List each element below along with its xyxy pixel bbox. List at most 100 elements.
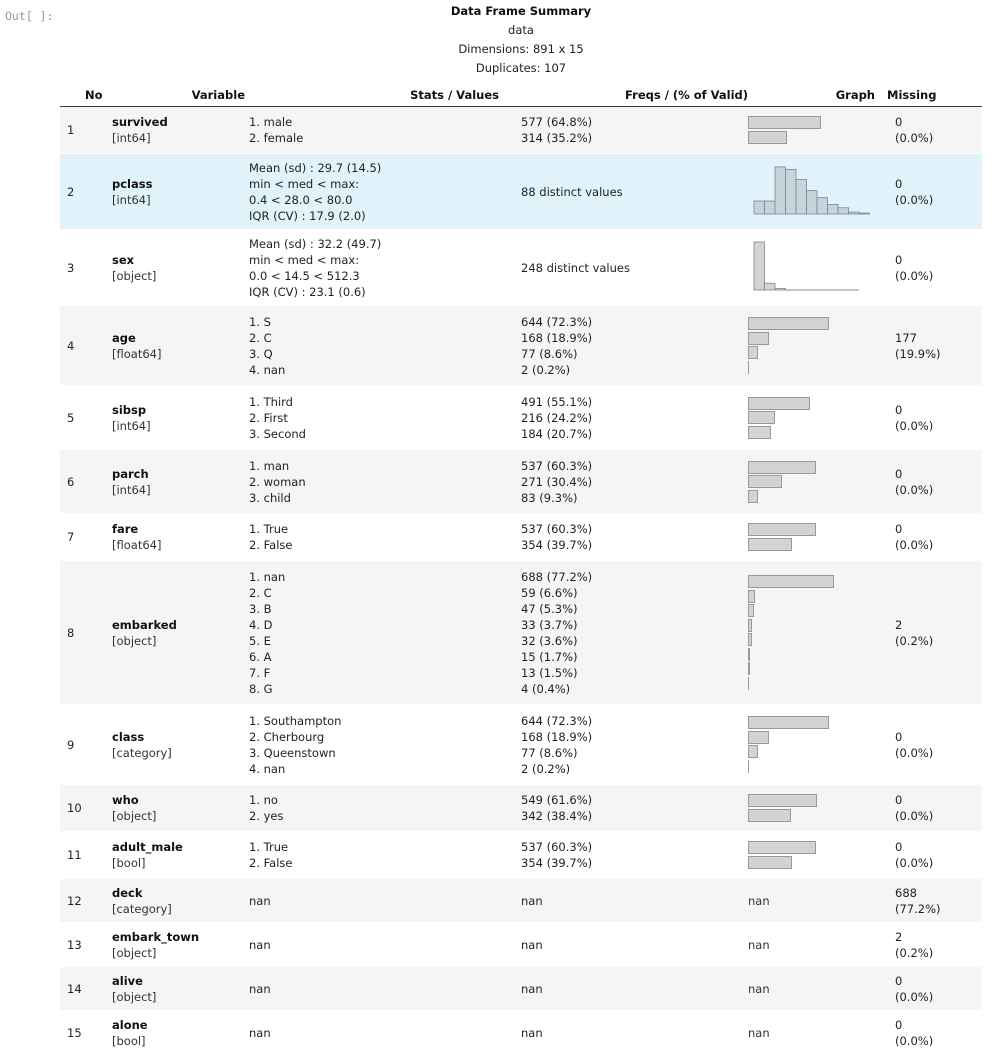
freq-line: 491 (55.1%) — [521, 394, 593, 409]
stats-line: 1. no — [249, 793, 278, 807]
variable-name: who — [112, 793, 139, 807]
variable-name: parch — [112, 466, 149, 481]
freq-line: nan — [521, 1025, 543, 1040]
freq-bar — [748, 759, 749, 773]
histogram-chart — [753, 166, 870, 214]
missing-line: 177 — [895, 330, 917, 345]
variable-name: sex — [112, 252, 135, 267]
dimensions-label: Dimensions: 891 x 15 — [458, 42, 584, 56]
variable-dtype: [int64] — [112, 192, 151, 207]
freq-bar — [748, 523, 816, 537]
missing-cell: 0 (0.0%) — [884, 704, 982, 785]
stats-line: 1. man — [249, 458, 290, 473]
variable-name: sibsp — [112, 402, 147, 417]
stats-line: 3. Second — [249, 426, 306, 441]
freqs-cell: nan — [521, 922, 748, 967]
missing-line: (19.9%) — [895, 346, 941, 361]
missing-line: (0.0%) — [895, 856, 934, 870]
row-number: 1 — [60, 106, 112, 154]
graph-cell — [748, 153, 884, 230]
missing-cell: 0 (0.0%) — [884, 229, 982, 306]
stats-cell: nan — [249, 966, 521, 1011]
stats-line: 2. C — [249, 330, 272, 345]
freq-bar — [748, 662, 750, 676]
stats-line: IQR (CV) : 23.1 (0.6) — [249, 284, 366, 299]
col-header-missing: Missing — [884, 84, 982, 107]
variable-name: pclass — [112, 176, 153, 191]
missing-line: (77.2%) — [895, 901, 941, 916]
header-row: No Variable Stats / Values Freqs / (% of… — [60, 84, 982, 107]
stats-line: 3. Queenstown — [249, 745, 336, 760]
freq-line: 77 (8.6%) — [521, 346, 578, 361]
stats-line: 2. False — [249, 538, 293, 552]
dataframe-name: data — [508, 23, 534, 37]
freq-line: 32 (3.6%) — [521, 633, 578, 648]
freq-bar — [748, 647, 750, 661]
variable-dtype: [int64] — [112, 418, 151, 433]
summary-title: Data Frame Summary — [450, 4, 592, 18]
missing-cell: 0 (0.0%) — [884, 784, 982, 832]
missing-line: (0.2%) — [895, 945, 934, 960]
col-header-graph: Graph — [748, 84, 884, 107]
stats-cell: 1. Third 2. First 3. Second — [249, 385, 521, 450]
freq-line: 2 (0.2%) — [521, 761, 571, 776]
missing-line: 2 — [895, 617, 903, 632]
variable-name: embarked — [112, 617, 177, 632]
graph-cell: nan — [748, 922, 884, 967]
row-number: 15 — [60, 1010, 112, 1055]
freqs-cell: 549 (61.6%) 342 (38.4%) — [521, 784, 748, 832]
missing-line: 0 — [895, 522, 903, 536]
summary-body: 1 survived [int64] 1. male 2. female 577 (64.… — [60, 106, 982, 1055]
table-row: 1 survived [int64] 1. male 2. female 577 (64.… — [60, 106, 982, 154]
missing-line: (0.0%) — [895, 192, 934, 207]
missing-line: (0.0%) — [895, 989, 934, 1004]
freq-bar — [748, 346, 758, 360]
freq-line: 271 (30.4%) — [521, 474, 593, 489]
freq-bar — [748, 604, 754, 618]
row-number: 14 — [60, 966, 112, 1011]
graph-text: nan — [748, 981, 770, 996]
missing-line: (0.0%) — [895, 131, 934, 145]
cell-output-prompt: Out[ ]: — [5, 9, 54, 23]
missing-line: (0.0%) — [895, 538, 934, 552]
stats-line: 3. B — [249, 601, 272, 616]
duplicates-label: Duplicates: 107 — [475, 61, 567, 75]
missing-line: 0 — [895, 1017, 903, 1032]
stats-line: Mean (sd) : 29.7 (14.5) — [249, 160, 382, 175]
freqs-cell: 577 (64.8%) 314 (35.2%) — [521, 106, 748, 154]
variable-dtype: [float64] — [112, 538, 162, 552]
stats-line: Mean (sd) : 32.2 (49.7) — [249, 236, 382, 251]
histogram-bar — [753, 200, 765, 214]
variable-dtype: [object] — [112, 633, 157, 648]
stats-line: min < med < max: — [249, 252, 360, 267]
freq-bar — [748, 460, 816, 474]
variable-dtype: [object] — [112, 989, 157, 1004]
stats-line: min < med < max: — [249, 176, 360, 191]
missing-line: (0.0%) — [895, 1033, 934, 1048]
table-row: 2 pclass [int64] Mean (sd) : 29.7 (14.5) min… — [60, 153, 982, 230]
histogram-bar — [753, 241, 765, 290]
graph-cell — [748, 449, 884, 514]
missing-cell: 0 (0.0%) — [884, 449, 982, 514]
stats-cell: 1. Southampton 2. Cherbourg 3. Queenstown 4… — [249, 704, 521, 785]
variable-dtype: [category] — [112, 901, 172, 916]
stats-line: 2. False — [249, 856, 293, 870]
row-number: 11 — [60, 831, 112, 879]
table-row: 6 parch [int64] 1. man 2. woman 3. child 537 (… — [60, 449, 982, 514]
row-number: 10 — [60, 784, 112, 832]
variable-name: fare — [112, 522, 139, 536]
freq-bar — [748, 425, 771, 439]
missing-cell: 0 (0.0%) — [884, 966, 982, 1011]
stats-cell: 1. S 2. C 3. Q 4. nan — [249, 305, 521, 386]
table-row: 13 embark_town [object] nan nan nan 2 (0.2%) — [60, 922, 982, 967]
freq-line: 644 (72.3%) — [521, 713, 593, 728]
variable-name: deck — [112, 885, 143, 900]
stats-cell: 1. no 2. yes — [249, 784, 521, 832]
freq-line: 83 (9.3%) — [521, 490, 578, 505]
stats-line: 1. S — [249, 314, 271, 329]
freq-line: 314 (35.2%) — [521, 131, 593, 145]
missing-cell: 0 (0.0%) — [884, 1010, 982, 1055]
histogram-bar — [806, 189, 818, 214]
freqs-cell: nan — [521, 1010, 748, 1055]
histogram-bar — [858, 212, 870, 214]
